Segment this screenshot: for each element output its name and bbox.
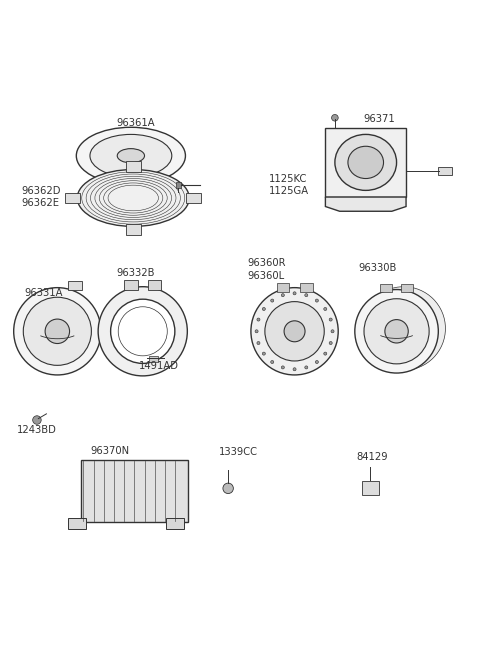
Bar (81, 460, 188, 522)
Circle shape (265, 301, 324, 361)
Bar (276, 282, 289, 292)
Circle shape (24, 297, 91, 365)
Polygon shape (325, 197, 406, 212)
Circle shape (14, 288, 101, 375)
Circle shape (332, 115, 338, 121)
FancyBboxPatch shape (325, 128, 406, 197)
Text: 96362D
96362E: 96362D 96362E (22, 186, 61, 208)
Bar (65, 193, 80, 203)
Circle shape (223, 483, 233, 494)
Circle shape (315, 299, 318, 302)
Bar (362, 481, 379, 495)
Circle shape (385, 320, 408, 343)
Circle shape (257, 341, 260, 345)
Text: 96360R
96360L: 96360R 96360L (247, 259, 286, 281)
Circle shape (257, 318, 260, 321)
Text: 1491AD: 1491AD (139, 362, 180, 371)
Bar (148, 280, 161, 290)
Text: 96331A: 96331A (24, 288, 62, 298)
Circle shape (262, 307, 265, 310)
Circle shape (329, 341, 332, 345)
Bar (381, 284, 392, 292)
Circle shape (110, 299, 175, 364)
Ellipse shape (335, 134, 396, 191)
Circle shape (315, 360, 318, 364)
Circle shape (293, 367, 296, 371)
Text: 1125KC
1125GA: 1125KC 1125GA (268, 174, 309, 196)
Circle shape (362, 287, 445, 370)
Circle shape (255, 329, 258, 333)
Bar (68, 518, 86, 529)
Bar (126, 224, 141, 234)
Circle shape (281, 293, 284, 297)
Bar (68, 281, 83, 291)
Circle shape (305, 293, 308, 297)
Bar (124, 280, 137, 290)
Text: 1339CC: 1339CC (219, 447, 258, 457)
Circle shape (305, 366, 308, 369)
Bar (149, 356, 158, 362)
Circle shape (271, 360, 274, 364)
Circle shape (293, 291, 296, 295)
Circle shape (284, 321, 305, 342)
Ellipse shape (90, 134, 172, 177)
Bar (167, 518, 184, 529)
Circle shape (251, 288, 338, 375)
Circle shape (329, 318, 332, 321)
Bar (126, 161, 141, 172)
Circle shape (281, 366, 284, 369)
Circle shape (271, 299, 274, 302)
Text: 96371: 96371 (363, 114, 395, 124)
Bar (401, 284, 413, 292)
Circle shape (262, 352, 265, 355)
Circle shape (331, 329, 334, 333)
Bar (438, 167, 452, 175)
Ellipse shape (117, 149, 144, 163)
Circle shape (98, 287, 187, 376)
Circle shape (324, 352, 327, 355)
Text: 96370N: 96370N (91, 446, 130, 456)
Ellipse shape (348, 146, 384, 179)
Bar (176, 182, 180, 188)
Text: 84129: 84129 (356, 451, 388, 462)
Text: 96332B: 96332B (116, 268, 155, 278)
Bar (300, 282, 312, 292)
Text: 1243BD: 1243BD (17, 424, 57, 434)
Circle shape (45, 319, 70, 343)
Ellipse shape (77, 170, 189, 227)
Bar (186, 193, 201, 203)
Circle shape (33, 416, 41, 424)
Text: 96361A: 96361A (116, 119, 155, 128)
Circle shape (355, 290, 438, 373)
Circle shape (364, 299, 429, 364)
Circle shape (324, 307, 327, 310)
Ellipse shape (76, 127, 185, 184)
Text: 96330B: 96330B (359, 263, 397, 273)
